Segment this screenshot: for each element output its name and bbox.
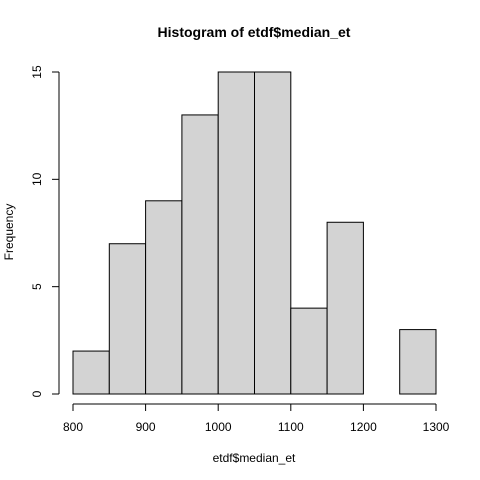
histogram-bar-1050-1100 xyxy=(255,72,291,394)
bars-group xyxy=(73,72,436,394)
histogram-bar-950-1000 xyxy=(182,115,218,394)
x-axis: 800 900 1000 1100 1200 1300 xyxy=(63,404,450,434)
chart-title: Histogram of etdf$median_et xyxy=(158,24,351,40)
histogram-bar-1100-1150 xyxy=(291,308,327,394)
x-tick-label-1200: 1200 xyxy=(350,420,377,434)
x-tick-label-800: 800 xyxy=(63,420,83,434)
histogram-bar-800-850 xyxy=(73,351,109,394)
x-tick-label-1100: 1100 xyxy=(278,420,304,434)
y-tick-label-10: 10 xyxy=(30,172,44,186)
y-axis-label: Frequency xyxy=(2,204,16,261)
x-tick-label-900: 900 xyxy=(136,420,156,434)
x-tick-label-1000: 1000 xyxy=(205,420,232,434)
y-tick-label-5: 5 xyxy=(30,283,44,290)
histogram-bar-1000-1050 xyxy=(218,72,254,394)
y-tick-label-15: 15 xyxy=(30,65,44,79)
x-axis-label: etdf$median_et xyxy=(213,451,296,465)
y-tick-label-0: 0 xyxy=(30,390,44,397)
x-tick-label-1300: 1300 xyxy=(423,420,450,434)
histogram-bar-850-900 xyxy=(109,244,145,394)
histogram-bar-1150-1200 xyxy=(327,222,363,394)
histogram-bar-900-950 xyxy=(146,201,182,394)
y-axis: 0 5 10 15 xyxy=(30,65,59,397)
histogram-bar-1250-1300 xyxy=(400,330,436,394)
